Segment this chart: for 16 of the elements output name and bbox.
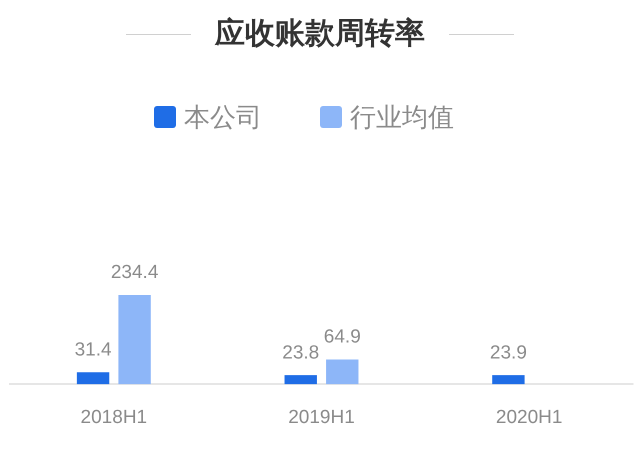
chart-title: 应收账款周转率 [215, 16, 425, 52]
bar [118, 295, 151, 384]
data-label: 234.4 [110, 262, 159, 284]
x-tick-label: 2018H1 [80, 406, 148, 428]
legend-label: 行业均值 [350, 101, 454, 133]
x-tick-label: 2020H1 [496, 406, 562, 428]
data-label: 23.8 [282, 342, 320, 364]
bar [326, 360, 358, 384]
data-label: 23.9 [490, 342, 527, 364]
legend-label: 本公司 [184, 101, 262, 133]
data-label: 31.4 [74, 339, 112, 360]
bar [76, 372, 110, 384]
bar [284, 375, 317, 384]
data-label: 64.9 [324, 326, 361, 348]
bar [492, 375, 525, 384]
x-tick-label: 2019H1 [288, 406, 355, 428]
